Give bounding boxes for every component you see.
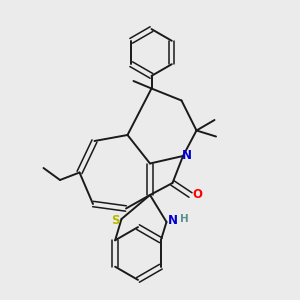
Text: N: N: [182, 149, 192, 162]
Text: N: N: [167, 214, 178, 227]
Text: S: S: [111, 214, 119, 227]
Text: O: O: [192, 188, 202, 202]
Text: H: H: [179, 214, 188, 224]
